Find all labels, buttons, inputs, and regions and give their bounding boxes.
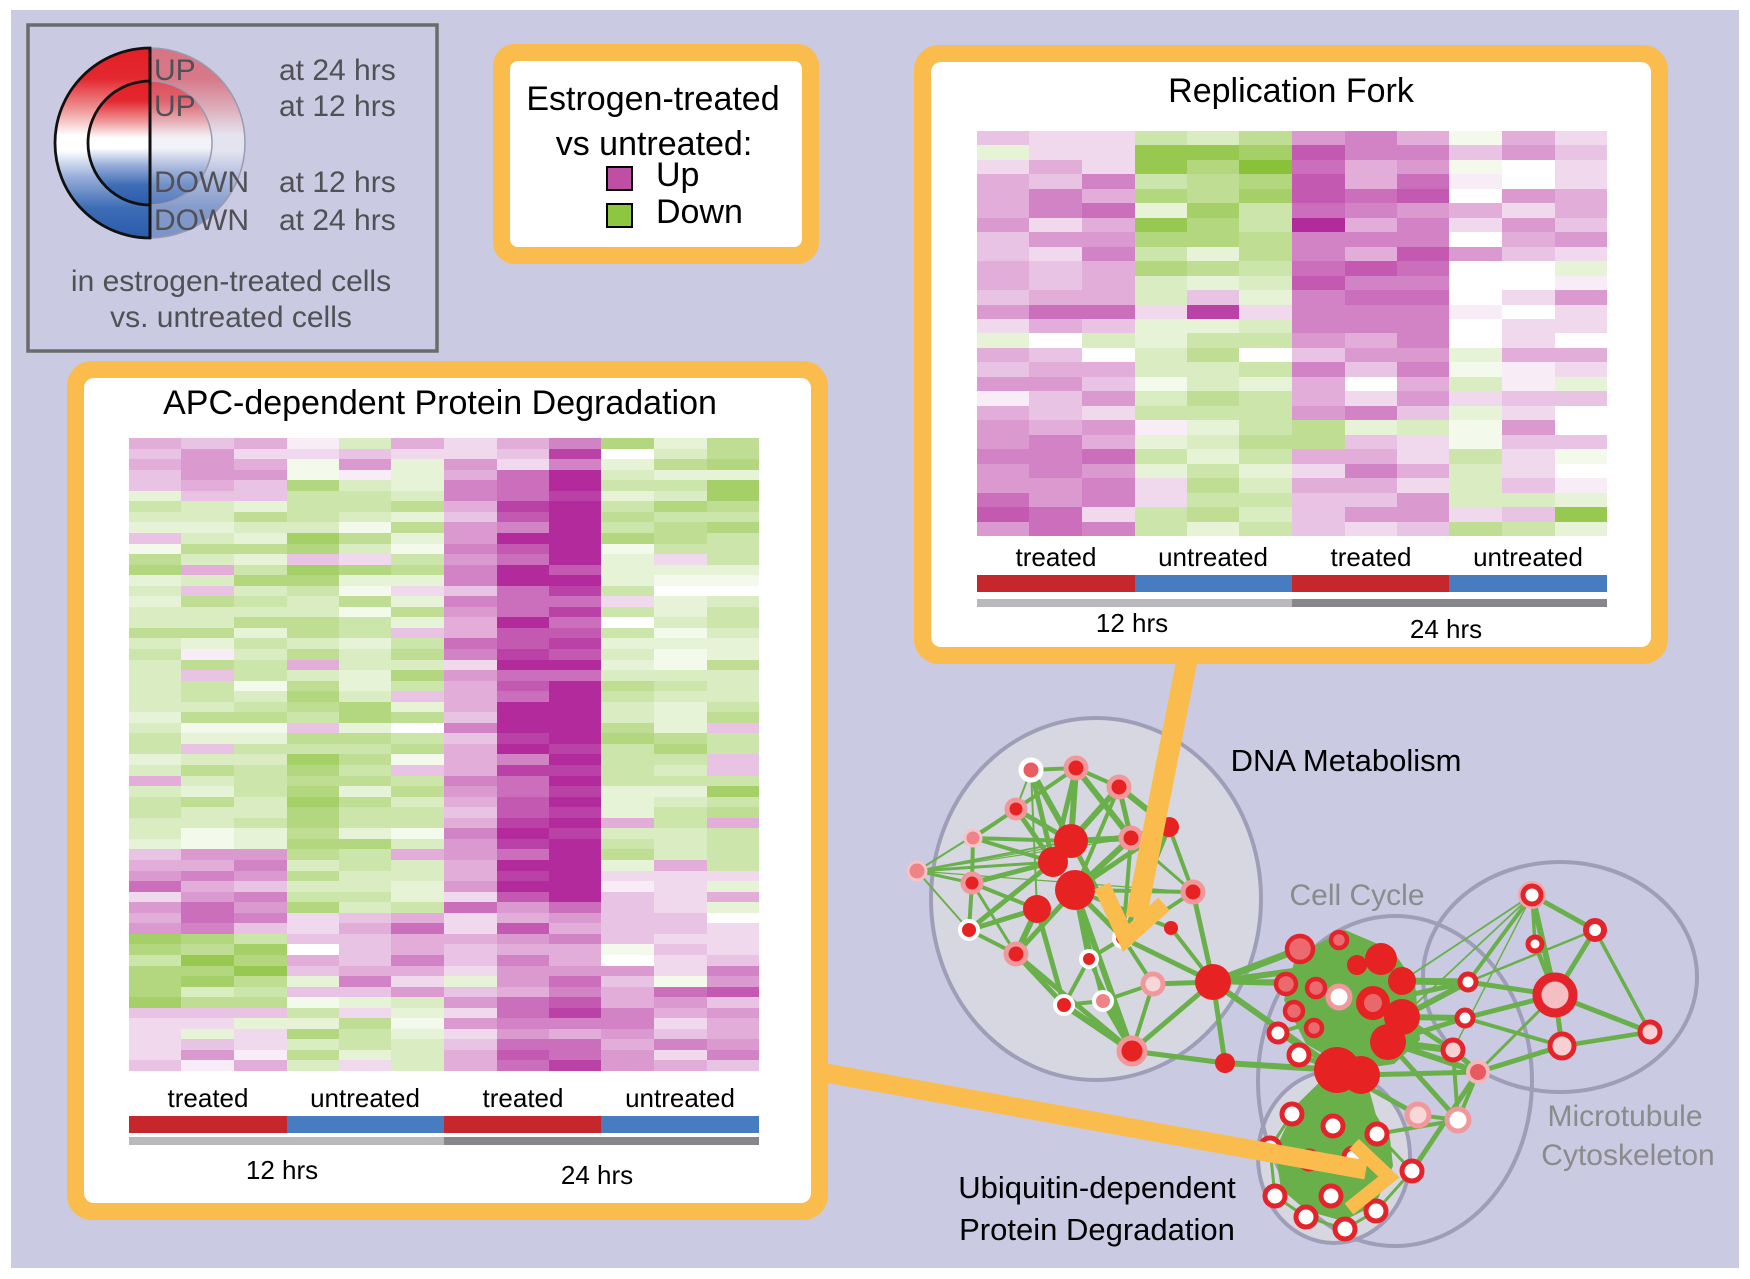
- svg-text:Estrogen-treated: Estrogen-treated: [526, 80, 779, 118]
- svg-text:Up: Up: [656, 156, 699, 194]
- svg-text:treated: treated: [168, 1083, 249, 1113]
- svg-text:treated: treated: [1331, 542, 1412, 572]
- svg-text:Cell Cycle: Cell Cycle: [1289, 879, 1424, 912]
- svg-text:Ubiquitin-dependent: Ubiquitin-dependent: [958, 1170, 1236, 1205]
- svg-text:UP: UP: [154, 54, 196, 87]
- svg-text:APC-dependent Protein Degradat: APC-dependent Protein Degradation: [163, 384, 717, 422]
- svg-text:treated: treated: [1016, 542, 1097, 572]
- svg-text:DOWN: DOWN: [154, 204, 249, 237]
- svg-text:24 hrs: 24 hrs: [561, 1160, 633, 1190]
- svg-text:DNA Metabolism: DNA Metabolism: [1231, 743, 1462, 778]
- svg-text:Replication Fork: Replication Fork: [1168, 72, 1415, 110]
- svg-text:24 hrs: 24 hrs: [1410, 614, 1482, 644]
- svg-text:DOWN: DOWN: [154, 166, 249, 199]
- svg-text:at 24 hrs: at 24 hrs: [279, 54, 396, 87]
- svg-text:untreated: untreated: [310, 1083, 420, 1113]
- svg-text:vs untreated:: vs untreated:: [556, 125, 753, 163]
- svg-text:in estrogen-treated cells: in estrogen-treated cells: [71, 265, 391, 298]
- svg-text:at 24 hrs: at 24 hrs: [279, 204, 396, 237]
- svg-text:treated: treated: [483, 1083, 564, 1113]
- svg-text:untreated: untreated: [1158, 542, 1268, 572]
- svg-text:untreated: untreated: [1473, 542, 1583, 572]
- svg-text:vs. untreated cells: vs. untreated cells: [110, 301, 352, 334]
- svg-text:untreated: untreated: [625, 1083, 735, 1113]
- svg-text:at 12 hrs: at 12 hrs: [279, 90, 396, 123]
- svg-text:UP: UP: [154, 90, 196, 123]
- svg-text:Microtubule: Microtubule: [1547, 1100, 1702, 1133]
- svg-text:Cytoskeleton: Cytoskeleton: [1541, 1139, 1714, 1172]
- svg-text:12 hrs: 12 hrs: [246, 1155, 318, 1185]
- svg-text:Protein Degradation: Protein Degradation: [959, 1212, 1235, 1247]
- svg-text:12 hrs: 12 hrs: [1096, 608, 1168, 638]
- svg-text:at 12 hrs: at 12 hrs: [279, 166, 396, 199]
- svg-text:Down: Down: [656, 193, 743, 231]
